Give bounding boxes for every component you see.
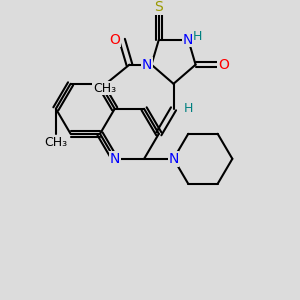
Text: O: O xyxy=(218,58,229,72)
Text: N: N xyxy=(142,58,152,72)
Text: N: N xyxy=(168,152,179,166)
Text: H: H xyxy=(193,30,202,43)
Text: N: N xyxy=(183,33,194,47)
Text: H: H xyxy=(184,102,193,115)
Text: N: N xyxy=(110,152,120,166)
Text: CH₃: CH₃ xyxy=(44,136,68,149)
Text: S: S xyxy=(154,0,163,14)
Text: CH₃: CH₃ xyxy=(93,82,116,95)
Text: O: O xyxy=(109,33,120,47)
